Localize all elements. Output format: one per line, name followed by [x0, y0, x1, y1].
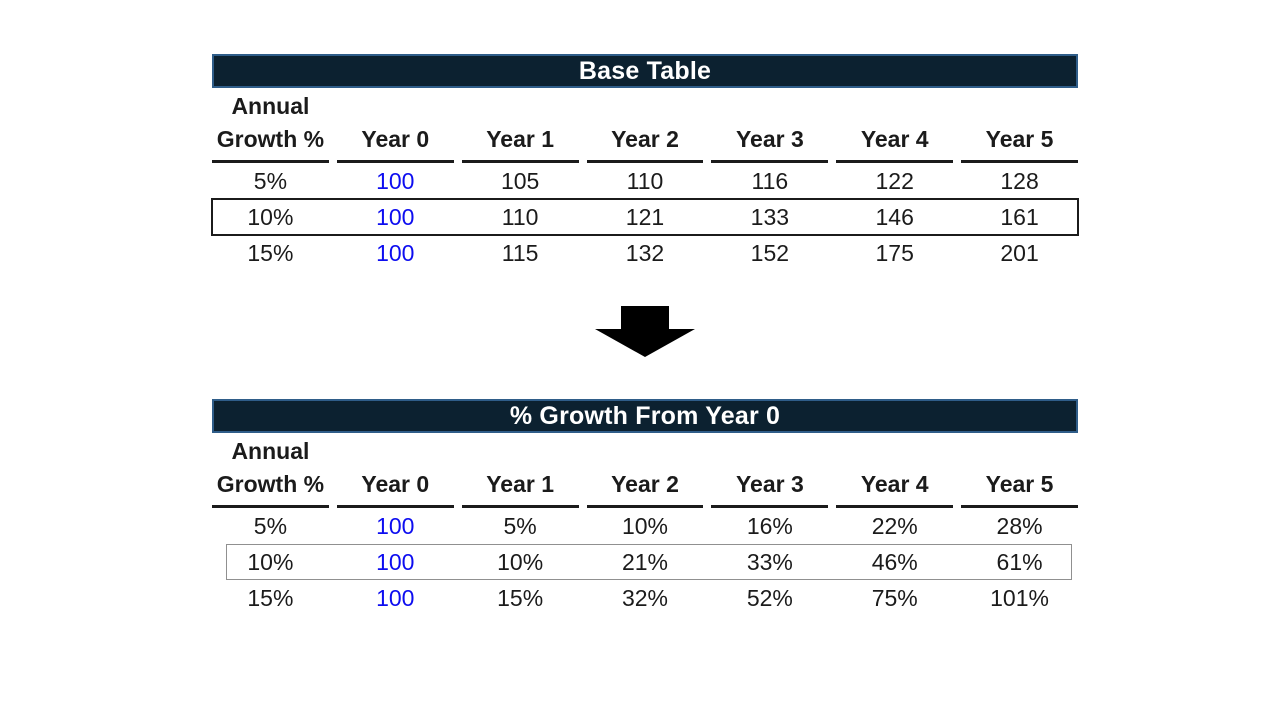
column-header-year-0: Year 0 — [336, 88, 454, 163]
row-label: 5% — [253, 167, 288, 194]
table-row-highlighted: 10% 100 110 121 133 146 161 — [212, 199, 1078, 235]
column-header-year-2: Year 2 — [586, 88, 704, 163]
cell: 115 — [501, 239, 539, 266]
base-table-header-row: Annual Growth % Year 0 Year 1 Year 2 Yea… — [212, 88, 1078, 163]
table-row: 15% 100 115 132 152 175 201 — [212, 235, 1078, 271]
growth-pct-label: Growth % — [216, 471, 325, 497]
cell: 10% — [497, 548, 544, 575]
column-header-year-3: Year 3 — [711, 88, 829, 163]
cell: 128 — [1000, 167, 1039, 194]
cell: 152 — [750, 239, 790, 266]
growth-table-title-bar: % Growth From Year 0 — [212, 399, 1078, 433]
column-header-year-5: Year 5 — [961, 88, 1078, 163]
column-header-year-0: Year 0 — [336, 433, 454, 508]
row-label: 10% — [247, 203, 294, 230]
column-header-annual-growth: Annual Growth % — [212, 88, 329, 163]
table-row: 15% 100 15% 32% 52% 75% 101% — [212, 580, 1078, 616]
cell: 5% — [503, 512, 537, 539]
cell: 32% — [621, 584, 669, 611]
table-row: 5% 100 5% 10% 16% 22% 28% — [212, 508, 1078, 544]
cell: 132 — [625, 239, 665, 266]
column-header-year-5: Year 5 — [961, 433, 1078, 508]
growth-table-body: 5% 100 5% 10% 16% 22% 28% 10% 100 10% 21… — [212, 508, 1078, 616]
column-header-year-3: Year 3 — [711, 433, 829, 508]
cell: 100 — [376, 548, 415, 575]
row-label: 15% — [247, 239, 294, 266]
row-label: 5% — [253, 512, 288, 539]
cell: 33% — [746, 548, 793, 575]
cell: 121 — [625, 203, 665, 230]
cell: 21% — [621, 548, 669, 575]
cell: 28% — [996, 512, 1043, 539]
cell: 100 — [376, 239, 415, 266]
cell: 100 — [376, 203, 415, 230]
cell: 133 — [750, 203, 790, 230]
cell: 75% — [871, 584, 918, 611]
cell: 22% — [871, 512, 918, 539]
cell: 100 — [376, 167, 415, 194]
cell: 110 — [501, 203, 539, 230]
cell: 161 — [1000, 203, 1039, 230]
base-table-title-bar: Base Table — [212, 54, 1078, 88]
cell: 101% — [990, 584, 1049, 611]
table-row-highlighted: 10% 100 10% 21% 33% 46% 61% — [212, 544, 1078, 580]
cell: 116 — [751, 167, 789, 194]
growth-pct-label: Growth % — [216, 126, 325, 152]
cell: 61% — [996, 548, 1043, 575]
cell: 146 — [875, 203, 914, 230]
column-header-annual-growth: Annual Growth % — [212, 433, 329, 508]
cell: 175 — [875, 239, 914, 266]
cell: 100 — [376, 512, 415, 539]
row-label: 10% — [247, 548, 294, 575]
cell: 105 — [500, 167, 540, 194]
down-arrow-icon — [595, 306, 695, 357]
cell: 15% — [497, 584, 544, 611]
annual-label: Annual — [231, 438, 310, 464]
base-table: Base Table Annual Growth % Year 0 Year 1… — [211, 54, 1079, 271]
base-table-body: 5% 100 105 110 116 122 128 10% 100 110 1… — [211, 163, 1079, 271]
cell: 110 — [626, 167, 664, 194]
column-header-year-1: Year 1 — [461, 88, 579, 163]
column-header-year-4: Year 4 — [836, 88, 954, 163]
growth-from-year0-table: % Growth From Year 0 Annual Growth % Yea… — [212, 399, 1078, 616]
table-row: 5% 100 105 110 116 122 128 — [212, 163, 1078, 199]
column-header-year-1: Year 1 — [461, 433, 579, 508]
cell: 100 — [376, 584, 415, 611]
cell: 16% — [746, 512, 793, 539]
row-label: 15% — [247, 584, 294, 611]
cell: 46% — [871, 548, 918, 575]
cell: 10% — [621, 512, 669, 539]
annual-label: Annual — [231, 93, 310, 119]
cell: 201 — [1000, 239, 1039, 266]
cell: 122 — [875, 167, 914, 194]
cell: 52% — [746, 584, 793, 611]
column-header-year-4: Year 4 — [836, 433, 954, 508]
column-header-year-2: Year 2 — [586, 433, 704, 508]
growth-table-header-row: Annual Growth % Year 0 Year 1 Year 2 Yea… — [212, 433, 1078, 508]
